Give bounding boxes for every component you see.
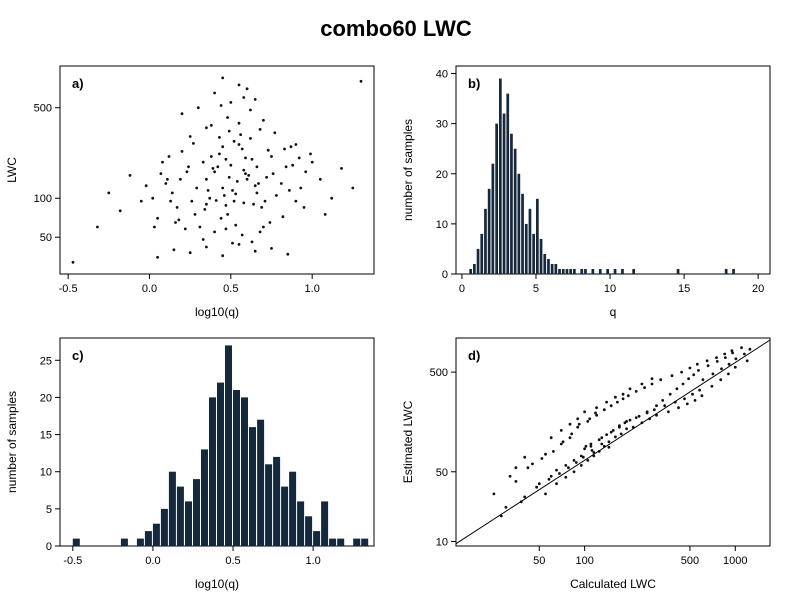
svg-text:0.5: 0.5	[225, 555, 240, 567]
svg-text:500: 500	[34, 103, 52, 115]
svg-text:5: 5	[46, 504, 52, 516]
svg-text:d): d)	[468, 348, 480, 363]
svg-text:500: 500	[681, 555, 699, 567]
svg-text:0: 0	[46, 541, 52, 553]
svg-text:100: 100	[575, 555, 593, 567]
panel-c-histogram-log10q: -0.5 0.0 0.5 1.0 0 5 10 15 20 25 log10(q) number of…	[0, 324, 396, 596]
svg-text:1000: 1000	[723, 555, 747, 567]
svg-text:0.0: 0.0	[142, 283, 157, 295]
figure-title: combo60 LWC	[320, 16, 472, 41]
svg-text:50: 50	[436, 467, 448, 479]
panel-d-scatter-estimated-vs-calculated: 50 100 500 1000 10 50 500 Calculated LWC Estimat…	[396, 324, 792, 596]
svg-text:25: 25	[40, 355, 52, 367]
svg-text:10: 10	[436, 536, 448, 548]
svg-text:10: 10	[604, 283, 616, 295]
svg-text:0: 0	[459, 283, 465, 295]
svg-text:Estimated LWC: Estimated LWC	[401, 400, 415, 483]
svg-text:500: 500	[430, 367, 448, 379]
scatter-a-svg: -0.5 0.0 0.5 1.0 50 100 500 log10(q) LWC a)	[5, 65, 375, 319]
svg-text:LWC: LWC	[5, 157, 19, 183]
svg-text:10: 10	[436, 219, 448, 231]
svg-text:b): b)	[468, 76, 480, 91]
svg-text:log10(q): log10(q)	[195, 305, 239, 319]
svg-text:log10(q): log10(q)	[195, 577, 239, 591]
svg-text:5: 5	[533, 283, 539, 295]
svg-text:10: 10	[40, 467, 52, 479]
svg-text:40: 40	[436, 69, 448, 81]
svg-text:0.0: 0.0	[145, 555, 160, 567]
panel-b-histogram-q: 0 5 10 15 20 0 10 20 30 40 q number of samples b)	[396, 52, 792, 324]
svg-text:15: 15	[40, 430, 52, 442]
svg-text:number of samples: number of samples	[401, 119, 415, 221]
svg-text:0: 0	[442, 269, 448, 281]
svg-text:30: 30	[436, 119, 448, 131]
scatter-d-svg: 50 100 500 1000 10 50 500 Calculated LWC Estimat…	[401, 337, 771, 591]
svg-text:20: 20	[436, 169, 448, 181]
panel-grid: -0.5 0.0 0.5 1.0 50 100 500 log10(q) LWC a) 0 5 10 1…	[0, 52, 792, 596]
svg-text:0.5: 0.5	[223, 283, 238, 295]
svg-text:number of samples: number of samples	[5, 391, 19, 493]
svg-text:1.0: 1.0	[305, 555, 320, 567]
svg-text:-0.5: -0.5	[59, 283, 78, 295]
svg-text:15: 15	[678, 283, 690, 295]
svg-text:Calculated LWC: Calculated LWC	[570, 577, 656, 591]
svg-text:20: 20	[752, 283, 764, 295]
panel-a-scatter-lwc-vs-log10q: -0.5 0.0 0.5 1.0 50 100 500 log10(q) LWC a)	[0, 52, 396, 324]
svg-text:100: 100	[34, 193, 52, 205]
svg-text:c): c)	[72, 348, 84, 363]
histogram-c-svg: -0.5 0.0 0.5 1.0 0 5 10 15 20 25 log10(q) number of…	[5, 337, 375, 591]
histogram-b-svg: 0 5 10 15 20 0 10 20 30 40 q number of samples b)	[401, 65, 771, 319]
svg-text:q: q	[610, 305, 617, 319]
svg-text:-0.5: -0.5	[63, 555, 82, 567]
svg-text:20: 20	[40, 392, 52, 404]
svg-text:50: 50	[533, 555, 545, 567]
svg-text:1.0: 1.0	[305, 283, 320, 295]
svg-text:a): a)	[72, 76, 84, 91]
svg-text:50: 50	[40, 232, 52, 244]
